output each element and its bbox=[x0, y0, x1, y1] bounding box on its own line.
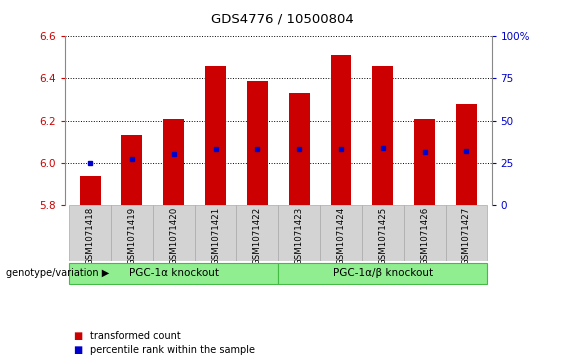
Bar bbox=[289, 93, 310, 205]
Text: ■: ■ bbox=[73, 331, 82, 341]
Bar bbox=[372, 66, 393, 205]
Text: GSM1071419: GSM1071419 bbox=[127, 207, 136, 265]
Bar bbox=[320, 205, 362, 261]
Text: GSM1071425: GSM1071425 bbox=[379, 207, 388, 265]
Text: GSM1071424: GSM1071424 bbox=[337, 207, 345, 265]
Bar bbox=[404, 205, 446, 261]
Text: percentile rank within the sample: percentile rank within the sample bbox=[90, 345, 255, 355]
Bar bbox=[205, 66, 226, 205]
Bar bbox=[163, 119, 184, 205]
Bar bbox=[80, 176, 101, 205]
Text: GSM1071422: GSM1071422 bbox=[253, 207, 262, 265]
Bar bbox=[247, 81, 268, 205]
Bar bbox=[121, 135, 142, 205]
Text: GSM1071427: GSM1071427 bbox=[462, 207, 471, 265]
Bar bbox=[279, 205, 320, 261]
Text: GSM1071423: GSM1071423 bbox=[295, 207, 303, 265]
Bar bbox=[446, 205, 488, 261]
Bar bbox=[111, 205, 153, 261]
Bar bbox=[362, 205, 404, 261]
Bar bbox=[414, 119, 435, 205]
Text: genotype/variation ▶: genotype/variation ▶ bbox=[6, 268, 109, 278]
Bar bbox=[153, 205, 194, 261]
Text: GSM1071426: GSM1071426 bbox=[420, 207, 429, 265]
Bar bbox=[69, 205, 111, 261]
Bar bbox=[236, 205, 279, 261]
Bar bbox=[456, 104, 477, 205]
Text: transformed count: transformed count bbox=[90, 331, 181, 341]
Text: GDS4776 / 10500804: GDS4776 / 10500804 bbox=[211, 13, 354, 26]
Text: PGC-1α knockout: PGC-1α knockout bbox=[129, 268, 219, 278]
Bar bbox=[69, 262, 279, 284]
Text: PGC-1α/β knockout: PGC-1α/β knockout bbox=[333, 268, 433, 278]
Text: GSM1071420: GSM1071420 bbox=[169, 207, 178, 265]
Text: ■: ■ bbox=[73, 345, 82, 355]
Bar bbox=[194, 205, 236, 261]
Bar bbox=[331, 55, 351, 205]
Bar bbox=[279, 262, 488, 284]
Text: GSM1071421: GSM1071421 bbox=[211, 207, 220, 265]
Text: GSM1071418: GSM1071418 bbox=[85, 207, 94, 265]
